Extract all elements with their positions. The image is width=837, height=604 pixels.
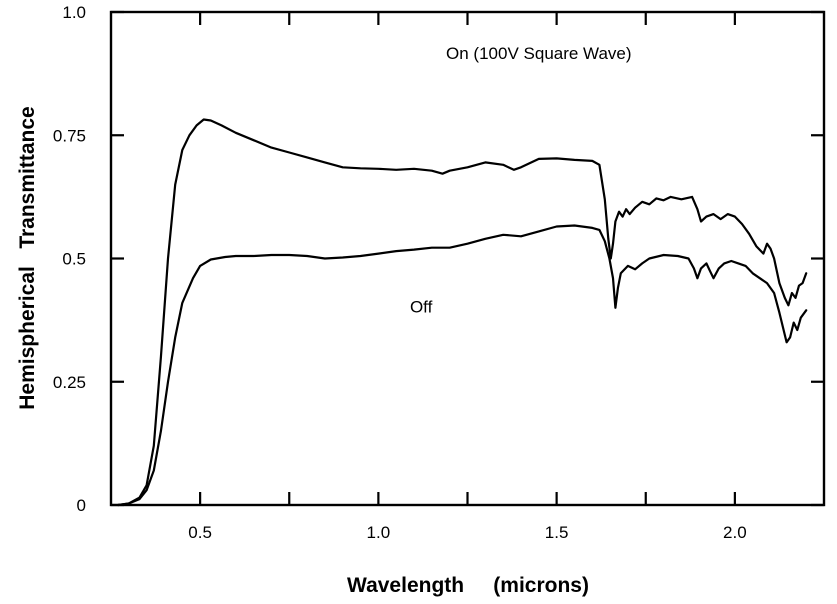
x-tick-label: 1.0 [367,523,391,542]
x-tick-label: 0.5 [188,523,212,542]
annotation-label: Off [410,298,433,317]
x-axis-title: Wavelength (microns) [347,574,589,597]
y-tick-label: 0.5 [62,250,86,269]
x-tick-label: 2.0 [723,523,747,542]
axis-ticks [111,10,824,507]
axis-tick-labels: 0.5 1.0 1.5 2.0 0 0.25 0.5 0.75 1.0 [53,3,747,542]
x-tick-label: 1.5 [545,523,569,542]
y-tick-label: 0.25 [53,373,86,392]
y-tick-label: 0 [77,496,86,515]
y-tick-label: 1.0 [62,3,86,22]
annotations: On (100V Square Wave) Off [410,44,632,317]
series-layer [116,118,808,507]
y-axis-title: Hemispherical Transmittance [16,106,39,409]
y-tick-label: 0.75 [53,126,86,145]
annotation-label: On (100V Square Wave) [446,44,632,63]
series-line-off [116,224,808,507]
series-line-on [116,118,808,507]
